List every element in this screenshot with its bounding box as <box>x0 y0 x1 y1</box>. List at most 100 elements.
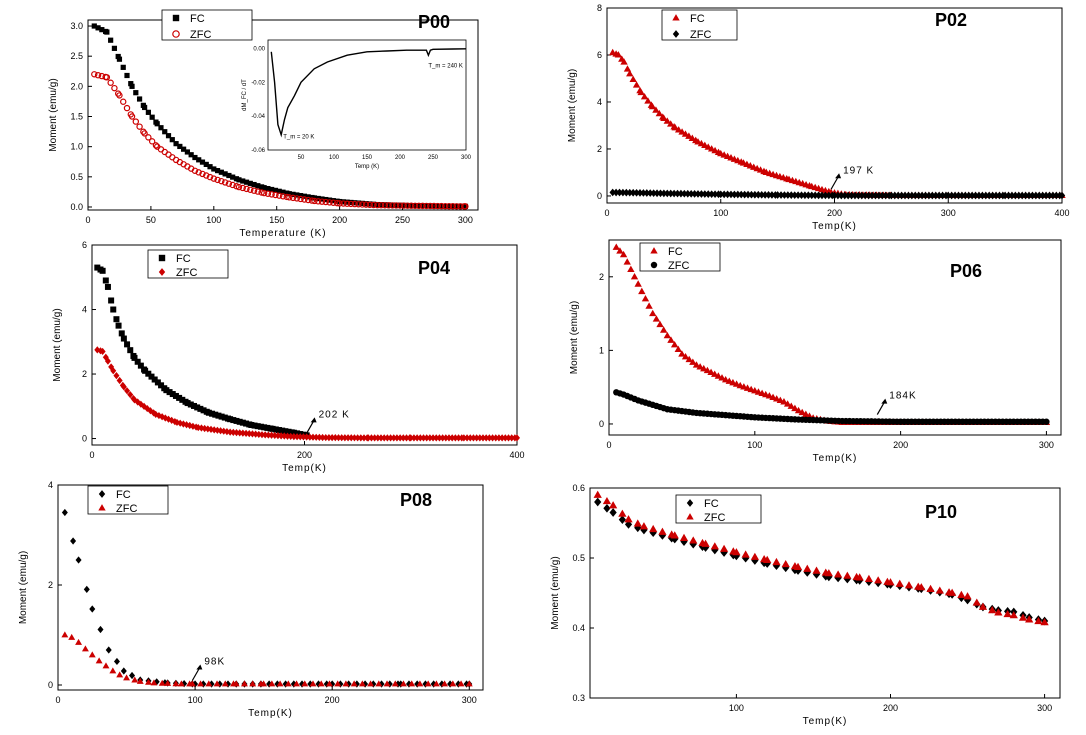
data-point <box>768 191 776 199</box>
inset-line <box>270 48 467 138</box>
data-point <box>371 434 378 442</box>
chart-panel-p02: 0 100 200 300 400 0 2 4 6 8 Temp(K) Moment (emu/g) P… <box>567 3 1070 232</box>
data-point <box>229 181 236 189</box>
data-point <box>181 146 187 152</box>
data-point <box>108 297 115 304</box>
x-tick-label: 300 <box>462 695 477 705</box>
data-point <box>150 679 158 686</box>
x-tick-label: 100 <box>729 703 744 713</box>
data-point <box>788 191 795 199</box>
data-point <box>872 191 879 200</box>
data-point <box>803 564 812 572</box>
data-point <box>465 680 473 687</box>
data-point <box>408 202 415 209</box>
data-point <box>641 295 650 302</box>
data-point <box>276 188 282 194</box>
data-point <box>895 579 904 587</box>
data-point <box>162 129 168 135</box>
data-point <box>772 557 781 566</box>
data-point <box>758 190 765 199</box>
annotation: 184K <box>876 391 916 415</box>
data-point <box>374 201 380 208</box>
legend-label: FC <box>690 13 705 25</box>
data-point <box>260 680 268 687</box>
annotation: 98K <box>191 657 224 681</box>
data-point <box>145 134 152 141</box>
data-point <box>593 490 602 498</box>
data-point <box>196 157 202 163</box>
data-point <box>400 202 407 209</box>
legend-label: ZFC <box>690 29 711 41</box>
data-point <box>128 81 134 87</box>
data-point <box>310 433 316 441</box>
legend-marker <box>158 268 166 276</box>
data-point <box>336 200 343 207</box>
series-zfc <box>613 389 1050 425</box>
y-tick-label: 2 <box>599 272 604 282</box>
data-point <box>674 189 681 198</box>
data-point <box>163 387 170 394</box>
data-point <box>435 203 441 209</box>
x-tick-label: 0 <box>85 215 90 225</box>
data-point <box>1039 191 1046 200</box>
data-point <box>188 152 194 158</box>
data-point <box>1040 618 1049 626</box>
data-point <box>136 123 143 130</box>
data-point <box>1042 191 1050 200</box>
data-point <box>720 190 728 199</box>
data-point <box>1025 191 1033 200</box>
data-point <box>326 680 333 687</box>
data-point <box>258 189 265 196</box>
data-point <box>424 680 432 687</box>
data-point <box>951 191 959 200</box>
data-point <box>681 352 690 360</box>
data-point <box>738 190 745 199</box>
data-point <box>462 203 469 210</box>
data-point <box>120 667 127 675</box>
legend-marker <box>686 513 694 520</box>
data-point <box>616 247 624 254</box>
data-point <box>660 189 668 198</box>
data-point <box>1046 191 1053 200</box>
data-point <box>793 562 803 570</box>
data-point <box>131 676 139 683</box>
data-point <box>180 420 187 428</box>
data-point <box>636 189 644 197</box>
data-point <box>833 570 843 578</box>
data-point <box>261 424 268 431</box>
data-point <box>408 680 416 687</box>
data-point <box>102 662 110 669</box>
data-point <box>276 192 283 199</box>
data-point <box>322 198 329 206</box>
data-point <box>868 191 876 200</box>
data-point <box>230 174 236 180</box>
y-tick-label: 4 <box>597 97 602 107</box>
data-point <box>620 58 628 65</box>
data-point <box>670 531 679 539</box>
legend-label: ZFC <box>668 260 689 272</box>
y-tick-label: 1.5 <box>70 112 83 122</box>
data-point <box>294 433 301 441</box>
data-point <box>250 187 258 194</box>
data-point <box>239 419 246 426</box>
data-point <box>206 173 214 181</box>
data-point <box>145 109 151 115</box>
data-point <box>898 191 905 200</box>
data-point <box>325 434 332 442</box>
y-tick-label: 0.4 <box>572 623 585 633</box>
data-point <box>918 191 926 200</box>
data-point <box>751 190 759 199</box>
data-point <box>192 154 198 161</box>
data-point <box>1058 191 1066 200</box>
data-point <box>99 267 106 274</box>
data-point <box>442 203 448 209</box>
data-point <box>269 186 275 193</box>
data-point <box>663 117 671 124</box>
plot-frame <box>87 19 479 211</box>
data-point <box>1009 611 1018 619</box>
data-point <box>614 51 623 58</box>
data-point <box>917 583 926 591</box>
data-point <box>359 201 366 208</box>
data-point <box>102 277 109 284</box>
data-point <box>639 522 649 530</box>
